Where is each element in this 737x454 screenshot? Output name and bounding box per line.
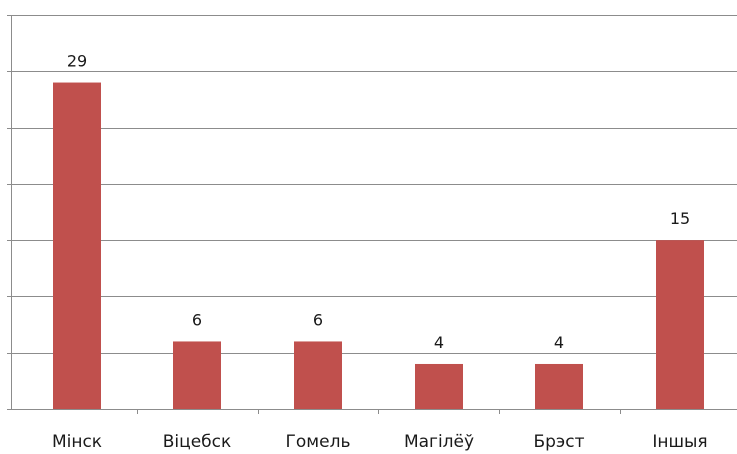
bar-3: [294, 341, 342, 409]
data-label-6: 15: [670, 209, 690, 228]
bar-4: [415, 363, 463, 409]
bar-1: [53, 82, 101, 410]
category-label-4: Магілёў: [404, 432, 474, 452]
data-label-1: 29: [67, 52, 87, 71]
category-label-6: Іншыя: [652, 432, 707, 452]
bars: [53, 82, 704, 410]
category-label-5: Брэст: [533, 432, 584, 452]
data-label-5: 4: [554, 333, 564, 352]
bar-5: [535, 363, 583, 409]
x-axis-ticks: [7, 15, 621, 414]
category-label-3: Гомель: [286, 432, 351, 452]
data-label-2: 6: [192, 310, 202, 329]
bar-2: [173, 341, 221, 409]
gridlines: [11, 15, 737, 354]
category-labels: Мінск Віцебск Гомель Магілёў Брэст Іншыя: [52, 432, 708, 452]
data-label-3: 6: [313, 310, 323, 329]
data-labels: 29 6 6 4 4 15: [67, 52, 690, 352]
category-label-2: Віцебск: [163, 432, 232, 452]
bar-6: [656, 240, 704, 409]
category-label-1: Мінск: [52, 432, 102, 452]
data-label-4: 4: [434, 333, 444, 352]
